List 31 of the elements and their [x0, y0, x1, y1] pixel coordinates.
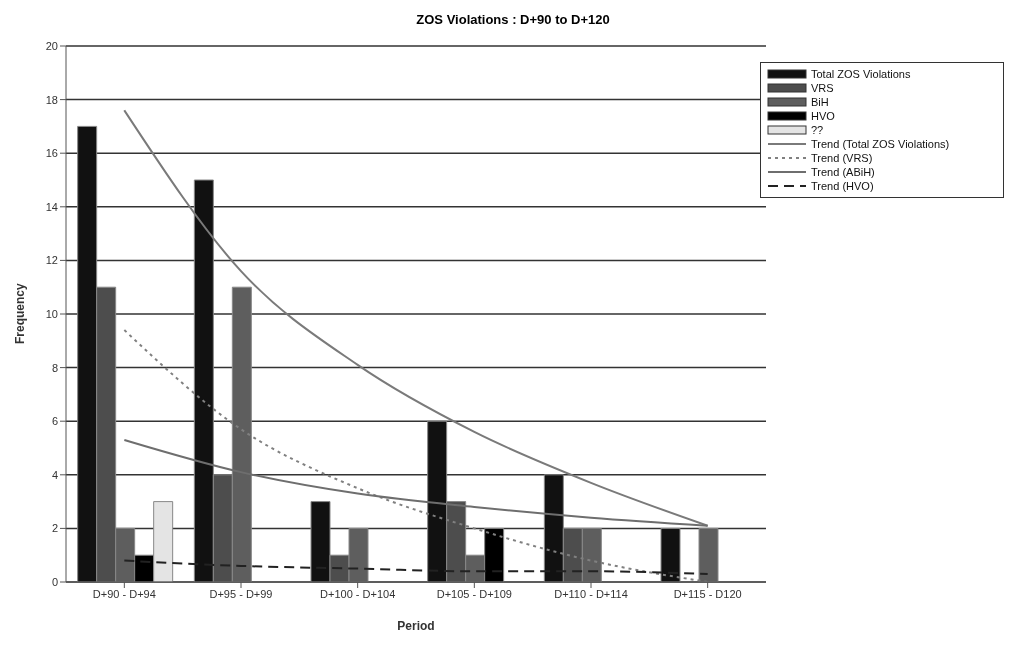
- x-axis-title: Period: [397, 619, 435, 633]
- y-tick-label: 6: [51, 415, 58, 428]
- legend-label: VRS: [811, 81, 834, 95]
- line-series: [123, 559, 709, 575]
- x-tick-label: D+105 - D+109: [436, 587, 512, 600]
- y-axis-title: Frequency: [13, 282, 28, 344]
- y-tick-label: 14: [45, 200, 58, 213]
- legend-label: BiH: [811, 95, 829, 109]
- y-tick-label: 2: [51, 522, 58, 535]
- legend-label: Trend (VRS): [811, 151, 873, 165]
- chart-title: ZOS Violations : D+90 to D+120: [415, 11, 611, 29]
- y-tick-label: 10: [45, 307, 58, 320]
- legend-label: ??: [811, 123, 824, 137]
- legend-label: Total ZOS Violations: [811, 67, 911, 81]
- y-tick-label: 12: [45, 254, 58, 267]
- x-tick-label: D+110 - D+114: [554, 587, 628, 600]
- y-tick-label: 16: [45, 147, 58, 160]
- legend-label: HVO: [811, 109, 835, 123]
- x-tick-label: D+115 - D120: [673, 587, 742, 600]
- legend-label: Trend (HVO): [811, 179, 874, 193]
- y-tick-label: 4: [51, 468, 58, 481]
- x-tick-label: D+100 - D+104: [320, 587, 396, 600]
- legend-label: Trend (ABiH): [811, 165, 875, 179]
- y-tick-label: 20: [45, 39, 58, 52]
- y-tick-label: 18: [45, 93, 58, 106]
- x-tick-label: D+95 - D+99: [209, 587, 273, 600]
- line-series: [123, 109, 709, 527]
- y-tick-label: 0: [51, 575, 58, 588]
- x-tick-label: D+90 - D+94: [92, 587, 156, 600]
- y-tick-label: 8: [51, 361, 58, 374]
- legend-label: Trend (Total ZOS Violations): [811, 137, 950, 151]
